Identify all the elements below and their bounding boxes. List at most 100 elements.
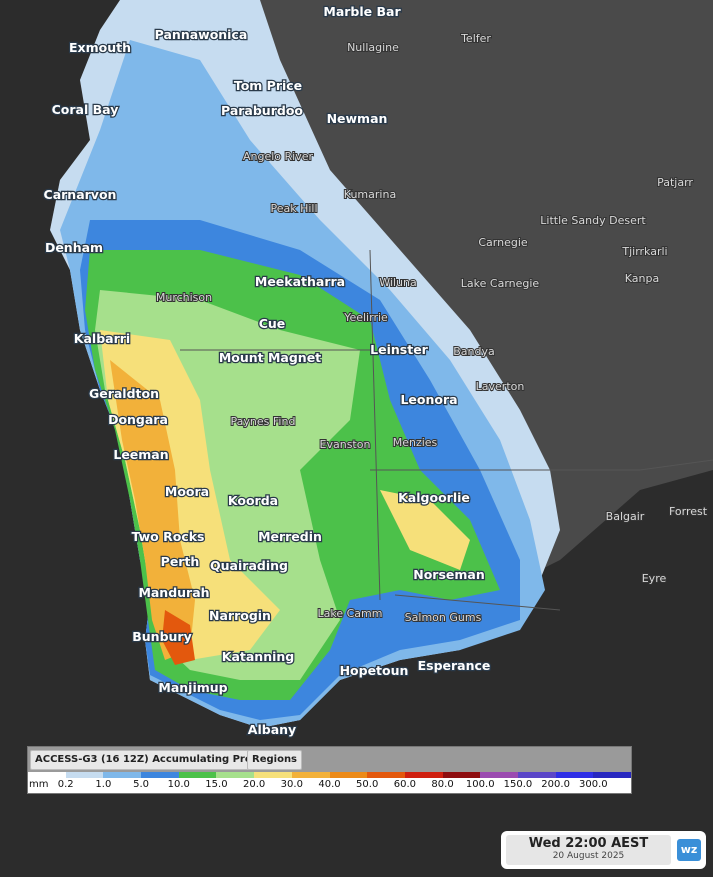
swatch [593, 772, 631, 778]
legend-label: 150.0 [503, 779, 533, 790]
legend-label: 15.0 [205, 779, 228, 790]
place-label: Forrest [669, 505, 708, 518]
time-label: Wed 22:00 AEST [528, 836, 649, 851]
place-label: Geraldton [89, 386, 159, 401]
swatch [254, 772, 292, 778]
place-label: Murchison [156, 291, 212, 304]
unit: mm [29, 779, 49, 790]
legend-label: 50.0 [356, 779, 379, 790]
place-label: Marble Bar [323, 4, 401, 19]
place-label: Merredin [258, 529, 322, 544]
logo[interactable]: wz [677, 839, 701, 861]
legend-label: 80.0 [431, 779, 454, 790]
place-label: Quairading [210, 558, 288, 573]
place-label: Balgair [606, 510, 645, 523]
place-label: Kumarina [344, 188, 396, 201]
place-label: Mount Magnet [219, 350, 321, 365]
place-label: Denham [45, 240, 103, 255]
legend-label: 200.0 [541, 779, 570, 790]
place-label: Eyre [642, 572, 667, 585]
legend-label: 30.0 [280, 779, 303, 790]
place-label: Lake Carnegie [461, 277, 540, 290]
place-label: Carnarvon [44, 187, 117, 202]
place-label: Kalgoorlie [398, 490, 470, 505]
time-box: Wed 22:00 AEST 20 August 2025 wz [501, 831, 706, 869]
legend-label: 300.0 [578, 779, 608, 790]
place-label: Albany [248, 722, 296, 737]
place-label: Hopetoun [340, 663, 409, 678]
place-label: Norseman [413, 567, 485, 582]
place-label: Leonora [400, 392, 457, 407]
place-label: Nullagine [347, 41, 399, 54]
place-label: Bandya [453, 345, 495, 358]
time-date: 20 August 2025 [552, 851, 625, 861]
place-label: Meekatharra [255, 274, 345, 289]
place-label: Katanning [222, 649, 294, 664]
place-label: Telfer [460, 32, 491, 45]
place-label: Newman [327, 111, 388, 126]
place-label: Menzies [393, 436, 438, 449]
place-label: Manjimup [158, 680, 227, 695]
swatch [65, 772, 104, 778]
place-label: Wiluna [379, 276, 416, 289]
place-label: Carnegie [478, 236, 528, 249]
swatch [28, 772, 66, 778]
swatch [555, 772, 594, 778]
place-label: Angelo River [243, 150, 314, 163]
swatch [216, 772, 255, 778]
place-label: Mandurah [138, 585, 209, 600]
place-label: Peak Hill [270, 202, 317, 215]
swatch [367, 772, 405, 778]
place-label: Evanston [320, 438, 371, 451]
place-label: Tjirrkarli [621, 245, 667, 258]
place-label: Kalbarri [74, 331, 130, 346]
place-labels: Marble Bar Pannawonica Exmouth Nullagine Tel… [42, 3, 708, 739]
place-label: Paynes Find [231, 415, 296, 428]
legend: ACCESS-G3 (16 12Z) Accumulating Precip. … [27, 746, 632, 794]
product-button[interactable]: ACCESS-G3 (16 12Z) Accumulating Precip. [30, 750, 277, 770]
place-label: Patjarr [657, 176, 693, 189]
regions-button[interactable]: Regions [247, 750, 303, 770]
place-label: Pannawonica [155, 27, 248, 42]
place-label: Yeelirrie [343, 311, 388, 324]
place-label: Tom Price [234, 78, 302, 93]
place-label: Exmouth [69, 40, 131, 55]
swatch [480, 772, 518, 778]
place-label: Coral Bay [52, 102, 119, 117]
legend-label: 100.0 [465, 779, 495, 790]
place-label: Leeman [113, 447, 168, 462]
swatch [291, 772, 330, 778]
legend-label: 10.0 [167, 779, 190, 790]
place-label: Bunbury [132, 629, 192, 644]
place-label: Perth [161, 554, 200, 569]
place-label: Esperance [418, 658, 491, 673]
place-label: Kanpa [625, 272, 659, 285]
time-panel: Wed 22:00 AEST 20 August 2025 [506, 835, 671, 865]
place-label: Narrogin [209, 608, 271, 623]
place-label: Salmon Gums [405, 611, 482, 624]
rain-6 [110, 360, 195, 660]
legend-label: 5.0 [133, 779, 150, 790]
place-label: Moora [165, 484, 209, 499]
swatch [329, 772, 368, 778]
place-label: Laverton [476, 380, 525, 393]
place-label: Dongara [108, 412, 168, 427]
place-label: Lake Camm [318, 607, 383, 620]
swatch [178, 772, 217, 778]
swatch [517, 772, 556, 778]
rain-8 [380, 490, 470, 570]
swatch [103, 772, 142, 778]
place-label: Cue [259, 316, 286, 331]
region-border [180, 249, 713, 611]
place-label: Paraburdoo [221, 103, 303, 118]
swatch [404, 772, 443, 778]
swatch [442, 772, 481, 778]
legend-label: 1.0 [95, 779, 112, 790]
legend-label: 40.0 [318, 779, 341, 790]
rain-7 [162, 610, 195, 665]
legend-label: 20.0 [242, 779, 266, 790]
place-label: Leinster [370, 342, 429, 357]
place-label: Koorda [228, 493, 278, 508]
